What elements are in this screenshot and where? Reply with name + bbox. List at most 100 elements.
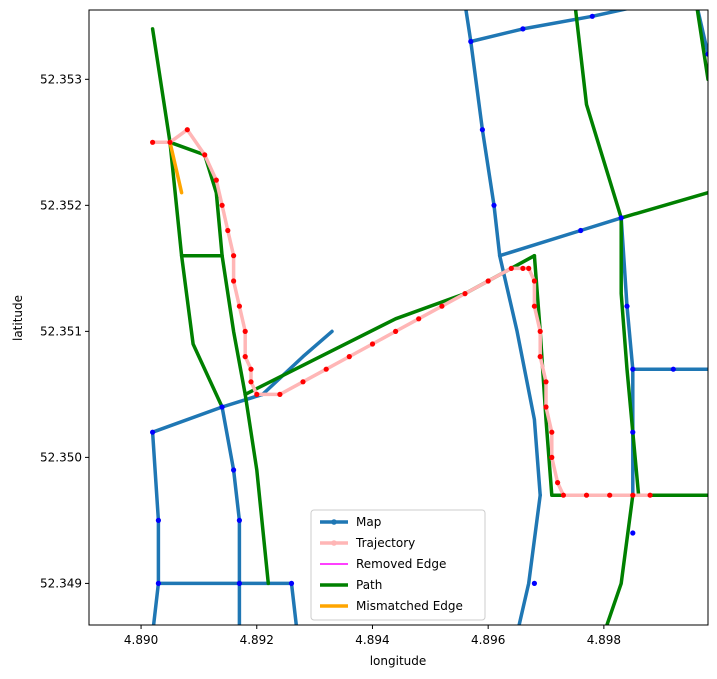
map-node-2: [155, 580, 161, 587]
trajectory-point-10: [242, 328, 248, 334]
trajectory-point-21: [416, 316, 422, 322]
x-tick-label: 4.892: [240, 633, 274, 647]
trajectory-point-38: [583, 492, 590, 498]
trajectory-point-29: [531, 303, 538, 309]
map-edge-11: [517, 493, 542, 625]
trajectory-point-3: [202, 152, 208, 158]
map-node-10: [589, 13, 595, 19]
legend-marker: [331, 519, 337, 525]
trajectory-point-24: [485, 278, 491, 284]
map-node-6: [231, 467, 237, 473]
legend-label: Removed Edge: [356, 557, 446, 571]
trajectory-point-39: [607, 492, 613, 498]
legend: Map Trajectory Removed Edge Path Mismatched …: [310, 509, 486, 621]
trajectory-point-25: [508, 265, 514, 271]
trajectory-point-41: [647, 492, 653, 498]
trajectory-point-20: [393, 328, 399, 334]
map-edge-6: [469, 10, 630, 44]
trajectory-point-32: [543, 379, 549, 385]
trajectory-point-40: [630, 492, 636, 498]
trajectory-point-6: [225, 227, 231, 234]
y-axis-label: latitude: [11, 295, 25, 341]
trajectory-point-1: [167, 139, 173, 145]
path-edge-3: [168, 140, 224, 409]
trajectory-point-30: [537, 328, 543, 334]
path-edge-8: [619, 190, 708, 220]
plot-frame: [88, 9, 709, 626]
y-tick-label: 52.351: [40, 324, 82, 338]
legend-box: [310, 509, 486, 621]
trajectory-point-9: [236, 303, 242, 309]
map-node-1: [155, 517, 161, 524]
map-node-16: [630, 366, 636, 372]
legend-label: Map: [356, 515, 381, 529]
trajectory-point-2: [184, 127, 190, 133]
y-tick-label: 52.350: [40, 450, 82, 464]
trajectory-point-22: [439, 303, 445, 309]
y-tick-label: 52.353: [40, 72, 82, 86]
trajectory-point-35: [549, 454, 555, 460]
trajectory-line: [152, 127, 651, 497]
trajectory-point-17: [323, 366, 329, 372]
legend-marker: [331, 540, 337, 546]
trajectory-point-26: [520, 265, 526, 271]
trajectory: [150, 127, 653, 498]
trajectory-point-11: [242, 354, 248, 360]
trajectory-point-8: [231, 278, 237, 284]
trajectory-point-36: [555, 480, 561, 486]
trajectory-point-19: [369, 341, 376, 347]
map-node-17: [670, 366, 676, 372]
map-node-5: [219, 404, 225, 410]
x-tick-label: 4.898: [587, 633, 621, 647]
map-node-21: [705, 51, 708, 57]
map-edge-1: [156, 581, 299, 625]
trajectory-point-7: [231, 253, 237, 259]
path-edge-7: [573, 10, 641, 497]
plot-area: [150, 10, 708, 625]
legend-label: Path: [356, 578, 382, 592]
x-tick-label: 4.896: [471, 633, 505, 647]
trajectory-point-33: [543, 404, 549, 410]
map-node-0: [150, 429, 156, 435]
y-tick-label: 52.349: [40, 576, 82, 590]
x-axis-ticks: 4.890 4.892 4.894 4.896 4.898: [124, 625, 621, 647]
trajectory-point-27: [526, 265, 532, 271]
trajectory-point-37: [560, 492, 567, 498]
trajectory-point-16: [300, 379, 306, 385]
map-node-13: [578, 227, 584, 234]
trajectory-point-23: [462, 291, 468, 297]
map-node-11: [479, 127, 485, 133]
map-node-19: [531, 580, 538, 587]
map-node-8: [468, 38, 474, 45]
x-tick-label: 4.890: [124, 633, 158, 647]
trajectory-point-5: [219, 202, 225, 208]
y-tick-label: 52.352: [40, 198, 82, 212]
map-node-18: [630, 429, 636, 435]
trajectory-point-34: [549, 429, 555, 435]
trajectory-point-14: [254, 391, 260, 397]
trajectory-point-12: [248, 366, 254, 372]
trajectory-point-4: [213, 177, 219, 183]
path-edge-9: [695, 10, 708, 82]
trajectory-point-0: [150, 139, 156, 145]
map-node-12: [491, 202, 497, 208]
trajectory-point-28: [531, 278, 538, 284]
legend-label: Mismatched Edge: [356, 599, 463, 613]
trajectory-point-15: [277, 391, 283, 397]
path-edge-6: [605, 493, 635, 625]
x-tick-label: 4.894: [355, 633, 389, 647]
map-nodes: [150, 13, 708, 587]
map-node-7: [236, 517, 242, 524]
trajectory-point-13: [248, 379, 254, 385]
trajectory-point-31: [537, 354, 543, 360]
map-node-15: [624, 303, 630, 309]
map-edge-10: [497, 253, 542, 497]
map-node-4: [288, 580, 295, 587]
trajectory-point-18: [346, 354, 352, 360]
map-node-20: [630, 530, 636, 536]
map-node-14: [618, 215, 624, 221]
mismatched-edge-0: [168, 140, 184, 195]
legend-label: Trajectory: [355, 536, 415, 550]
map-node-3: [236, 580, 242, 587]
